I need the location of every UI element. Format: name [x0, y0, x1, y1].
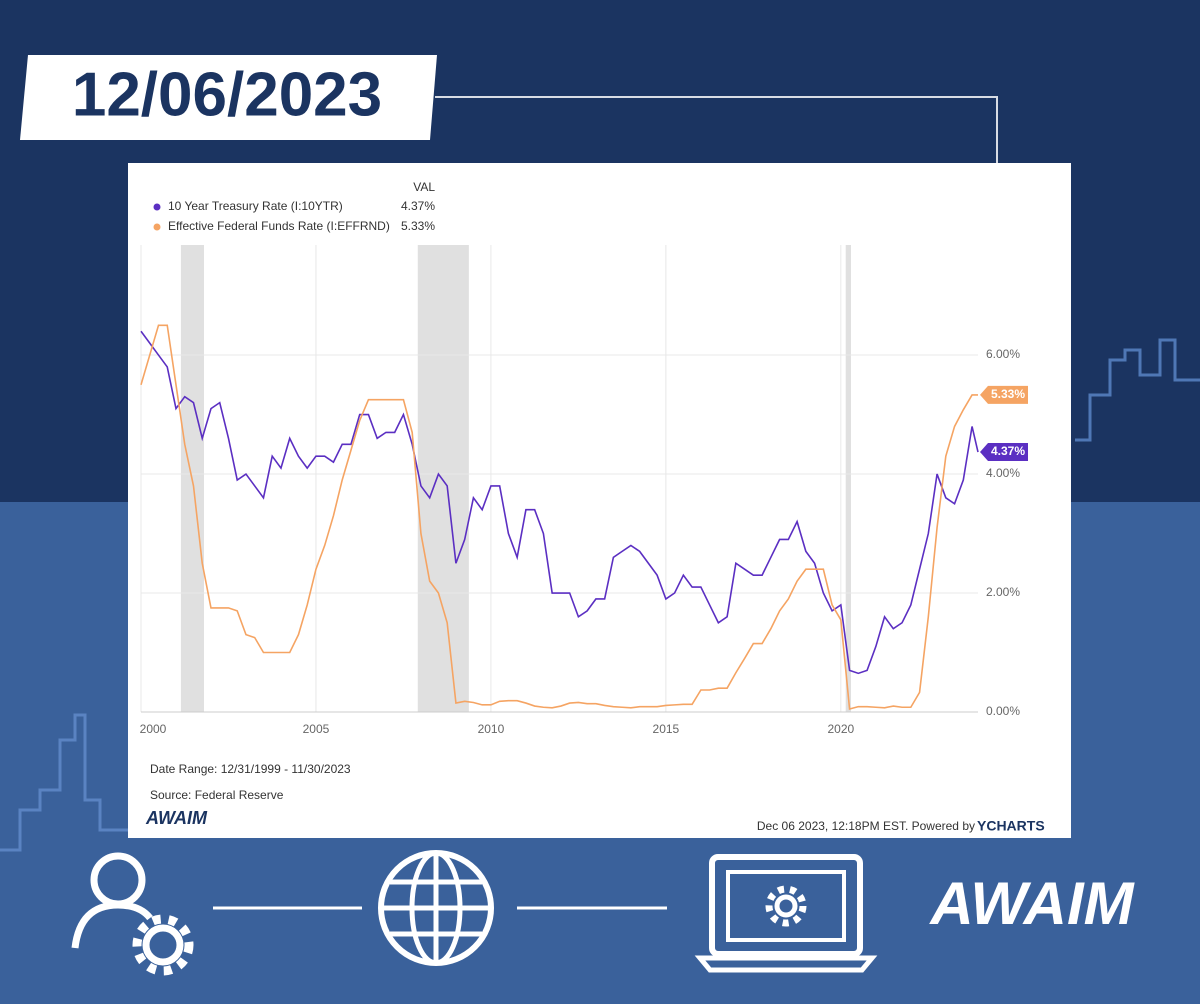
source: Source: Federal Reserve: [150, 788, 284, 802]
decor-line: [1075, 338, 1200, 442]
value-badge-label: 5.33%: [991, 387, 1025, 401]
x-tick-label: 2010: [478, 722, 505, 736]
x-tick-label: 2015: [653, 722, 680, 736]
chart-logo: AWAIM: [145, 808, 208, 828]
y-tick-label: 6.00%: [986, 347, 1020, 361]
value-badge: [980, 385, 1028, 404]
x-tick-label: 2005: [303, 722, 330, 736]
date-box: [20, 55, 437, 140]
brand: YCHARTS: [977, 818, 1045, 834]
legend-header: VAL: [413, 180, 435, 194]
legend-label: Effective Federal Funds Rate (I:EFFRND): [168, 219, 390, 233]
x-tick-label: 2000: [140, 722, 167, 736]
legend-label: 10 Year Treasury Rate (I:10YTR): [168, 199, 343, 213]
timestamp: Dec 06 2023, 12:18PM EST. Powered by: [757, 819, 975, 833]
icons: [71, 850, 878, 976]
y-tick-label: 2.00%: [986, 585, 1020, 599]
date: 12/06/2023: [72, 60, 382, 129]
recession-band: [845, 245, 851, 712]
y-tick-label: 4.00%: [986, 466, 1020, 480]
y-tick-label: 0.00%: [986, 704, 1020, 718]
person-icon: [71, 901, 153, 949]
laptop-icon: [726, 870, 846, 942]
x-tick-label: 2020: [827, 722, 854, 736]
series-line: [140, 324, 978, 711]
laptop-icon: [694, 955, 878, 973]
legend-value: 5.33%: [401, 219, 435, 233]
gear-icon: [132, 914, 194, 976]
chart-card: [128, 163, 1071, 838]
series-line: [140, 330, 979, 675]
value-badge-label: 4.37%: [991, 444, 1025, 458]
legend-dot: [153, 203, 161, 211]
laptop-icon: [709, 854, 863, 957]
footer-logo: AWAIM: [928, 870, 1135, 937]
legend-dot: [153, 223, 161, 231]
date-range: Date Range: 12/31/1999 - 11/30/2023: [150, 762, 351, 776]
gear-icon: [774, 894, 798, 918]
value-badge: [980, 443, 1028, 462]
connector: [435, 96, 998, 163]
legend-value: 4.37%: [401, 199, 435, 213]
gear-icon: [142, 924, 184, 966]
decor-line: [0, 713, 128, 852]
gear-icon: [765, 885, 807, 927]
recession-band: [417, 245, 469, 712]
